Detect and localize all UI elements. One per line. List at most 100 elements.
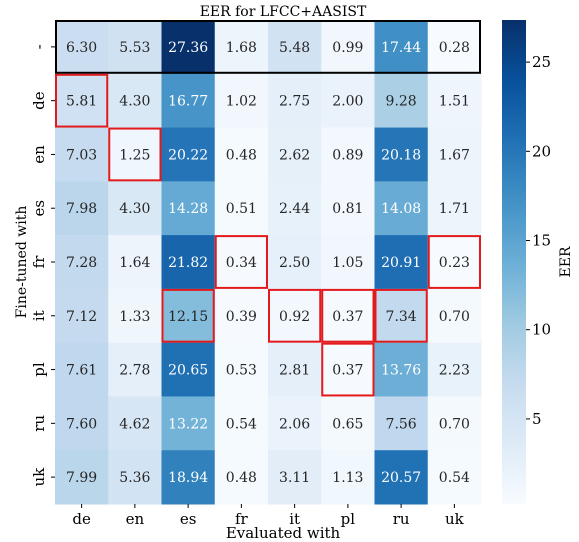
cell-value-label: 5.48	[279, 40, 310, 56]
heatmap-cell	[161, 396, 216, 451]
colorbar-tick-label: 20	[532, 142, 551, 160]
heatmap-cell	[374, 20, 429, 75]
heatmap-cell	[427, 127, 482, 182]
heatmap-cell	[321, 288, 375, 344]
cell-value-label: 7.03	[66, 147, 97, 163]
cell-value-label: 1.71	[439, 201, 470, 217]
cell-value-label: 16.77	[168, 94, 208, 110]
highlight-cell-box	[374, 288, 428, 343]
cell-value-label: 1.13	[332, 470, 363, 486]
cell-value-label: 2.50	[279, 255, 310, 271]
y-tick-label: uk	[30, 467, 48, 487]
cell-value-label: 7.56	[386, 416, 417, 432]
cell-value-label: 1.05	[332, 255, 363, 271]
x-tick-label: pl	[341, 510, 356, 528]
cell-value-label: 0.23	[439, 255, 470, 271]
heatmap-cell	[161, 235, 216, 290]
cell-value-label: 0.70	[439, 416, 470, 432]
heatmap-cell	[108, 73, 162, 129]
cell-value-label: 0.54	[439, 470, 470, 486]
heatmap-cell	[268, 396, 322, 451]
cell-value-label: 0.48	[226, 147, 257, 163]
highlight-boxes	[55, 20, 481, 397]
cell-value-label: 21.82	[168, 255, 208, 271]
cell-value-label: 13.22	[168, 416, 208, 432]
cell-value-label: 6.30	[66, 40, 97, 56]
heatmap-cell	[427, 396, 482, 451]
cell-value-label: 20.91	[381, 255, 421, 271]
y-tick-label: en	[30, 145, 48, 164]
cell-value-label: 20.22	[168, 147, 208, 163]
cell-value-label: 4.62	[119, 416, 150, 432]
heatmap-cell	[108, 288, 162, 344]
heatmap-cell	[108, 20, 162, 75]
heatmap-cell	[214, 396, 269, 451]
heatmap-cell	[55, 288, 109, 344]
heatmap-cell	[427, 450, 482, 505]
heatmap-cell	[161, 450, 216, 505]
heatmap-cell	[55, 396, 109, 451]
cell-value-label: 0.51	[226, 201, 257, 217]
cell-value-label: 17.44	[381, 40, 421, 56]
cell-value-label: 1.51	[439, 94, 470, 110]
heatmap-cell	[108, 396, 162, 451]
heatmap-cell	[161, 288, 216, 344]
cell-value-label: 7.98	[66, 201, 97, 217]
heatmap-cell	[55, 73, 109, 129]
cell-value-label: 0.37	[332, 309, 363, 325]
colorbar-ticks: 5 10 15 20 25	[526, 53, 551, 428]
highlight-row-box	[55, 20, 481, 74]
cell-value-label: 0.37	[332, 363, 363, 379]
heatmap-cell	[321, 396, 375, 451]
cell-value-label: 27.36	[168, 40, 208, 56]
cell-value-label: 0.81	[332, 201, 363, 217]
cell-value-label: 0.89	[332, 147, 363, 163]
cell-value-label: 4.30	[119, 94, 150, 110]
colorbar-tick-label: 10	[532, 321, 551, 339]
cell-value-label: 1.02	[226, 94, 257, 110]
heatmap-cell	[427, 181, 482, 236]
cell-value-label: 1.67	[439, 147, 470, 163]
heatmap-cell	[268, 342, 322, 397]
heatmap-cell	[374, 235, 429, 290]
heatmap-cell	[268, 181, 322, 236]
y-tick-label: ru	[30, 415, 48, 432]
cell-value-label: 14.08	[381, 201, 421, 217]
cell-value-label: 2.44	[279, 201, 310, 217]
heatmap-cell	[55, 235, 109, 290]
cell-value-label: 0.92	[279, 309, 310, 325]
heatmap-cell	[108, 342, 162, 397]
cell-value-label: 20.65	[168, 363, 208, 379]
heatmap-cell	[374, 450, 429, 505]
heatmap-cell	[374, 396, 429, 451]
cell-value-label: 13.76	[381, 363, 421, 379]
cell-value-label: 0.48	[226, 470, 257, 486]
heatmap-cell	[214, 450, 269, 505]
y-tick-label: fr	[30, 255, 48, 269]
highlight-cell-box	[108, 127, 162, 182]
heatmap-cell	[214, 181, 269, 236]
cell-value-label: 4.30	[119, 201, 150, 217]
y-axis-ticks: - de en es fr it pl ru uk	[30, 44, 55, 486]
heatmap-cell	[427, 288, 482, 344]
colorbar	[502, 20, 526, 504]
cell-value-label: 2.81	[279, 363, 310, 379]
highlight-cell-box	[321, 342, 375, 397]
heatmap-cell	[108, 235, 162, 290]
heatmap-cell	[108, 181, 162, 236]
heatmap-cell	[321, 127, 375, 182]
heatmap-cell	[374, 127, 429, 182]
heatmap-cell	[321, 235, 375, 290]
colorbar-tick-label: 15	[532, 232, 551, 250]
heatmap-cell	[55, 181, 109, 236]
x-tick-label: it	[289, 510, 300, 528]
heatmap-cell	[214, 342, 269, 397]
cell-value-label: 5.53	[119, 40, 150, 56]
cell-value-label: 7.99	[66, 470, 97, 486]
heatmap-cells	[55, 20, 482, 505]
cell-value-label: 0.34	[226, 255, 257, 271]
heatmap-cell	[268, 20, 322, 75]
cell-value-label: 2.23	[439, 363, 470, 379]
cell-value-label: 18.94	[168, 470, 208, 486]
